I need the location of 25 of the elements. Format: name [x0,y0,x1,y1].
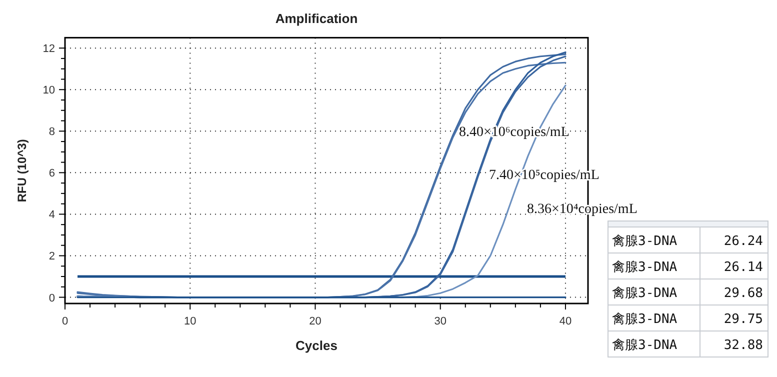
x-tick-label: 10 [184,316,196,328]
y-tick-label: 8 [48,126,55,138]
category-label: 禽腺3-DNA [612,260,678,275]
x-tick-label: 20 [309,316,322,328]
category-label: 禽腺3-DNA [612,338,678,353]
y-tick-label: 2 [48,250,55,263]
x-tick-label: 0 [62,316,68,328]
data-label: 32.88 [724,338,763,353]
category-label: 禽腺3-DNA [612,234,678,249]
y-tick-label: 4 [48,209,55,222]
y-tick-label: 10 [42,84,55,97]
y-tick-label: 0 [48,292,55,304]
x-tick-label: 30 [434,316,446,328]
data-label: 26.14 [724,260,764,275]
x-axis-title: Cycles [296,338,338,353]
y-tick-label: 12 [42,43,55,56]
x-tick-label: 40 [559,316,572,328]
category-label: 禽腺3-DNA [612,312,678,327]
y-tick-label: 6 [48,168,55,180]
data-label: 29.75 [724,312,763,327]
data-label: 29.68 [724,286,763,301]
chart-title: Amplification [275,11,358,26]
category-label: 禽腺3-DNA [612,286,678,301]
y-axis-title: RFU (10^3) [15,139,29,202]
data-label: 26.24 [724,234,764,249]
